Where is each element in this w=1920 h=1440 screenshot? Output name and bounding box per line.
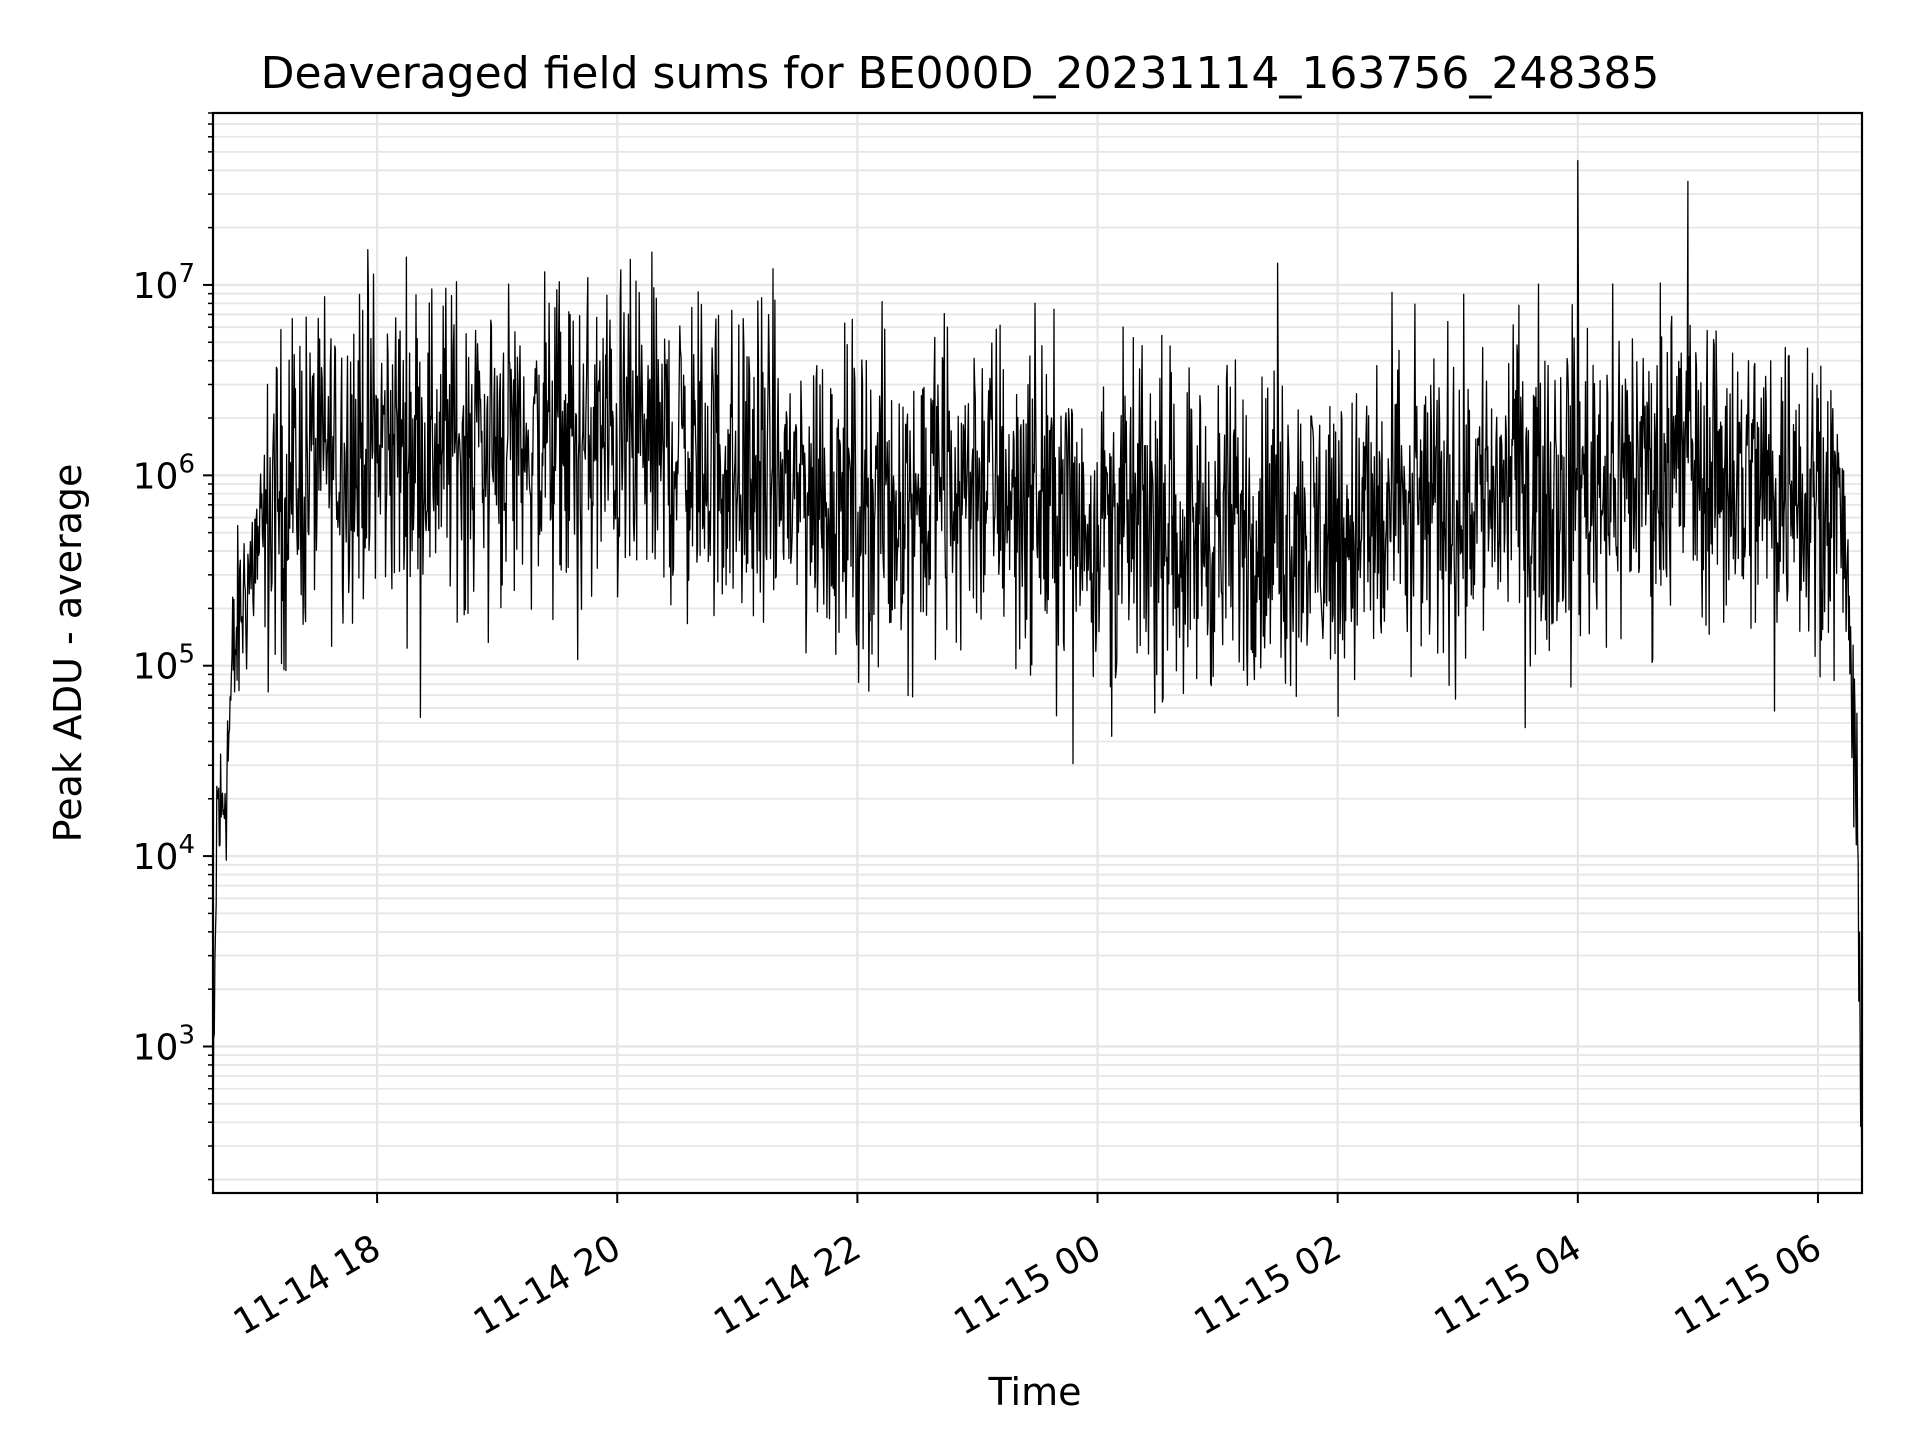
chart-title: Deaveraged field sums for BE000D_2023111… — [260, 48, 1660, 99]
x-tick-label: 11-15 06 — [1668, 1227, 1829, 1343]
y-tick-label: 103 — [133, 1020, 195, 1068]
x-tick-label: 11-14 20 — [467, 1227, 628, 1343]
x-tick-label: 11-15 04 — [1428, 1227, 1589, 1343]
x-tick-label: 11-15 00 — [947, 1227, 1108, 1343]
y-tick-label: 104 — [133, 830, 195, 878]
y-tick-label: 106 — [133, 449, 195, 497]
x-tick-label: 11-14 22 — [707, 1227, 868, 1343]
axes-frame — [211, 111, 1864, 1195]
x-tick-label: 11-14 18 — [227, 1227, 388, 1343]
y-tick-label: 107 — [133, 259, 195, 307]
x-tick-label: 11-15 02 — [1188, 1227, 1349, 1343]
y-axis-label: Peak ADU - average — [46, 463, 90, 843]
x-axis-label: Time — [988, 1370, 1082, 1414]
series-line — [212, 159, 1863, 1194]
y-tick-label: 105 — [133, 640, 195, 688]
